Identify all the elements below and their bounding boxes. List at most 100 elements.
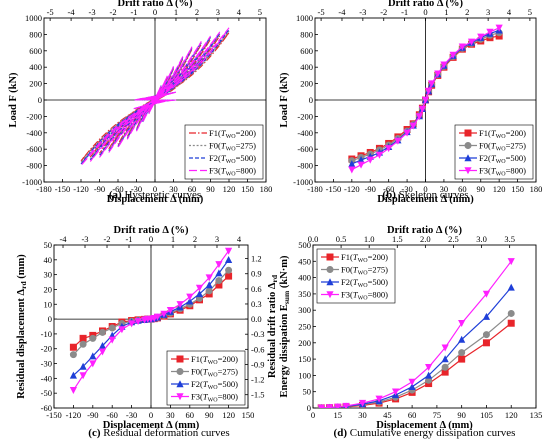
legend-paren: ( xyxy=(350,277,353,287)
legend-name: F0 xyxy=(341,265,350,275)
data-point-F3 xyxy=(128,320,136,328)
y2-tick-label: 0.0 xyxy=(251,314,262,324)
x-tick-label: 0 xyxy=(311,410,315,420)
caption-letter: (b) xyxy=(382,189,396,201)
y2-tick-label: 0.9 xyxy=(251,269,262,279)
data-point-F2 xyxy=(348,160,356,168)
caption-text: Cumulative energy dissipation curves xyxy=(350,427,516,439)
data-point-F3 xyxy=(408,378,416,386)
x2-tick-label: -2 xyxy=(380,7,387,17)
legend-paren-close: ) xyxy=(235,354,238,364)
legend-paren: ( xyxy=(488,141,491,151)
data-point-F3 xyxy=(118,326,126,334)
x-tick-label: 90 xyxy=(205,410,214,420)
y2-tick-label: -0.3 xyxy=(251,329,264,339)
caption-text: Residual deformation curves xyxy=(103,427,229,439)
data-point-F1 xyxy=(69,343,77,351)
y-tick-label: 400 xyxy=(298,273,311,283)
x-tick-label: -120 xyxy=(66,410,82,420)
legend-T: T xyxy=(221,128,227,138)
x2-tick-label: 4 xyxy=(237,7,242,17)
y-axis-label: Load F (kN) xyxy=(8,72,19,128)
legend-marker-F1 xyxy=(176,355,184,363)
legend-paren-close: ) xyxy=(385,252,388,262)
data-point-F2 xyxy=(205,281,213,289)
x2-tick-label: -1 xyxy=(401,7,408,17)
y-axis-label-unit: (kN·m) xyxy=(279,255,290,291)
x-tick-label: -60 xyxy=(107,410,118,420)
legend-paren: ( xyxy=(488,153,491,163)
data-point-F3 xyxy=(215,261,223,269)
data-point-F2 xyxy=(458,335,466,343)
caption-d: (d) Cumulative energy dissipation curves xyxy=(334,427,516,439)
data-point-F3 xyxy=(375,151,384,159)
data-layer-b xyxy=(348,24,503,174)
data-point-F3 xyxy=(495,24,503,32)
x-tick-label: 0 xyxy=(423,184,427,194)
y-tick-label: -200 xyxy=(26,111,42,121)
data-point-F3 xyxy=(160,310,168,318)
legend-value: =275 xyxy=(506,141,524,151)
legend-entry-F3: F3(TWO=800) xyxy=(341,290,388,302)
legend-paren: ( xyxy=(200,392,203,402)
legend-sub: WO xyxy=(226,159,237,165)
y-tick-label: 1000 xyxy=(296,13,313,23)
data-point-F3 xyxy=(467,38,476,46)
legend-marker-F3 xyxy=(176,393,184,401)
panel-a: -180 -150 -120 -90 -60 -30 0 30 60 90 120 150 180-10… xyxy=(8,0,272,205)
legend-paren-close: ) xyxy=(235,367,238,377)
y-tick-label: -600 xyxy=(26,144,42,154)
x2-tick-label: 3.5 xyxy=(504,234,515,244)
data-point-F3 xyxy=(425,364,433,372)
x-tick-label: -150 xyxy=(46,410,62,420)
y-tick-label: 50 xyxy=(44,240,53,250)
x2-tick-label: 3 xyxy=(486,7,490,17)
data-layer-a xyxy=(80,27,230,166)
legend-paren: ( xyxy=(350,252,353,262)
data-point-F2 xyxy=(408,383,416,391)
data-point-F2 xyxy=(98,341,107,349)
legend-c: F1(TWO=200)F0(TWO=275)F2(TWO=500)F3(TWO=… xyxy=(166,350,246,406)
x2-tick-label: 3 xyxy=(215,234,219,244)
x-tick-label: -60 xyxy=(112,184,123,194)
legend-paren: ( xyxy=(488,166,491,176)
x-axis-label: Displacement Δ (mm) xyxy=(103,420,200,431)
y-axis-label-base: Energy dissipation E xyxy=(279,304,290,397)
x-tick-label: 105 xyxy=(480,410,493,420)
y-tick-label: 20 xyxy=(44,284,53,294)
legend-entry-F1: F1(TWO=200) xyxy=(479,128,526,140)
x2-tick-label: 5 xyxy=(528,7,532,17)
y2-tick-label: 0.3 xyxy=(251,299,262,309)
legend-paren-close: ) xyxy=(523,141,526,151)
y2-tick-label: -0.9 xyxy=(251,359,264,369)
x2-tick-label: 1 xyxy=(444,7,448,17)
legend-name: F3 xyxy=(479,166,488,176)
data-point-F3 xyxy=(225,247,233,255)
legend-entry-F2: F2(TWO=500) xyxy=(479,153,526,165)
x-tick-label: 15 xyxy=(334,410,343,420)
x-tick-label: 60 xyxy=(458,184,467,194)
legend-sub: WO xyxy=(496,159,507,165)
x-tick-label: -30 xyxy=(126,410,137,420)
x2-tick-label: -2 xyxy=(103,234,110,244)
data-point-F0 xyxy=(205,287,213,295)
data-point-F1 xyxy=(482,339,490,347)
legend-value: =275 xyxy=(368,265,386,275)
x-tick-label: -120 xyxy=(73,184,89,194)
data-point-F2 xyxy=(69,371,77,379)
x-tick-label: 30 xyxy=(440,184,449,194)
y2-tick-label: -0.6 xyxy=(251,344,264,354)
legend-T: T xyxy=(221,166,227,176)
x-tick-label: -180 xyxy=(307,184,323,194)
y-axis-label-unit: (mm) xyxy=(16,254,27,282)
data-point-F2 xyxy=(507,283,515,291)
data-point-F3 xyxy=(357,161,365,169)
data-point-F3 xyxy=(391,388,400,396)
data-point-F1 xyxy=(507,319,515,327)
y-tick-label: 100 xyxy=(298,370,311,380)
y-tick-label: -50 xyxy=(41,388,52,398)
data-point-F3 xyxy=(385,145,393,153)
legend-name: F1 xyxy=(479,128,488,138)
hysteresis-loop-F3 xyxy=(89,31,221,162)
